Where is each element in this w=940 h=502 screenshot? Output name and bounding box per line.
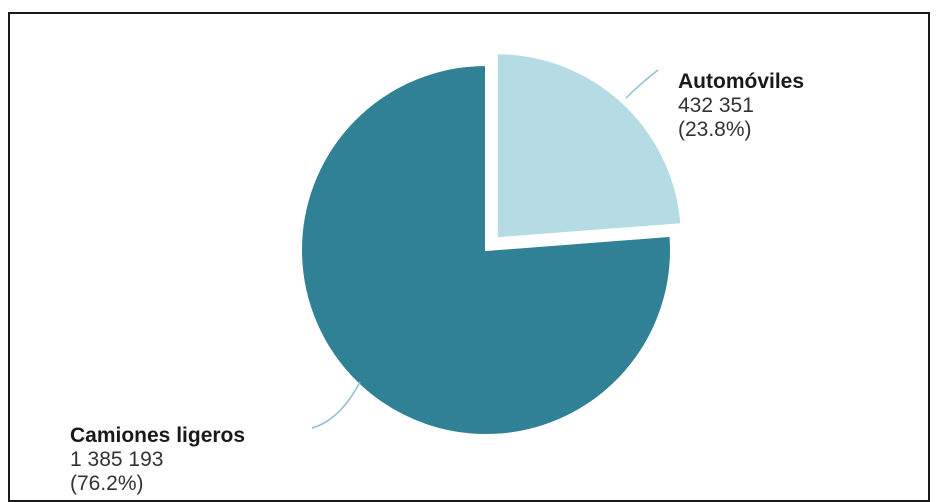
leader-line-0: [625, 69, 659, 99]
slice-value: 1 385 193: [70, 448, 164, 471]
slice-percent: (76.2%): [70, 472, 144, 495]
slice-percent: (23.8%): [678, 118, 752, 141]
slice-label-automoviles: Automóviles 432 351 (23.8%): [678, 70, 804, 142]
slice-name: Camiones ligeros: [70, 424, 246, 447]
slice-name: Automóviles: [678, 70, 805, 93]
slice-value: 432 351: [678, 94, 754, 117]
slice-label-camiones-ligeros: Camiones ligeros 1 385 193 (76.2%): [70, 424, 245, 496]
pie-slice-0: [495, 52, 683, 240]
pie-slice-1: [300, 63, 672, 436]
leader-line-1: [311, 381, 361, 429]
